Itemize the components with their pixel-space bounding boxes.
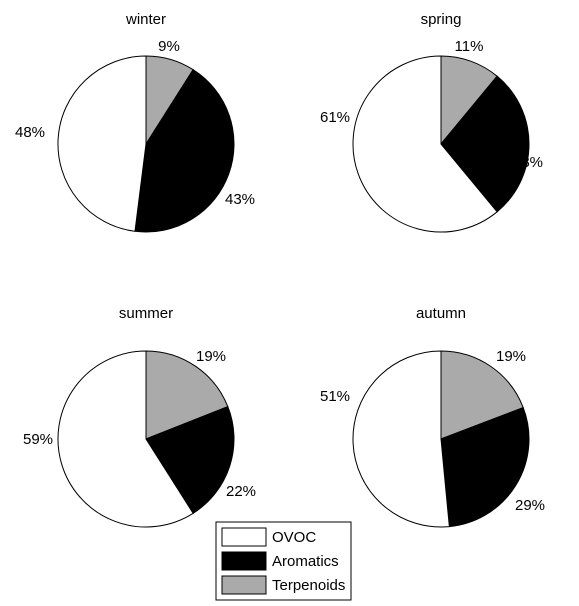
pie-label-autumn-terpenoids: 19% [496, 348, 526, 365]
legend: OVOC Aromatics Terpenoids [215, 521, 352, 601]
pie-label-spring-aromatics: 28% [513, 154, 543, 171]
pie-winter: winter 9% 43% 48% [15, 11, 255, 233]
pie-slice-autumn-ovoc [352, 350, 450, 528]
pie-slice-spring-ovoc [352, 55, 498, 233]
pie-slice-winter-ovoc [57, 55, 147, 232]
legend-swatch-ovoc [221, 527, 267, 547]
pie-slice-summer-terpenoids [145, 350, 229, 440]
pie-label-autumn-aromatics: 29% [515, 497, 545, 514]
pie-title-autumn: autumn [416, 305, 466, 322]
legend-swatch-terpenoids [221, 575, 267, 595]
pie-label-spring-terpenoids: 11% [455, 38, 484, 55]
pie-label-summer-aromatics: 22% [226, 483, 256, 500]
pie-label-winter-ovoc: 48% [15, 124, 45, 141]
pie-spring: spring 11% 28% 61% [320, 11, 543, 233]
legend-label-aromatics: Aromatics [272, 553, 339, 570]
legend-label-terpenoids: Terpenoids [272, 577, 345, 594]
pie-title-winter: winter [125, 11, 166, 28]
pie-slice-autumn-aromatics [440, 406, 530, 528]
pie-summer: summer 19% 22% 59% [23, 305, 256, 528]
pie-label-summer-ovoc: 59% [23, 431, 53, 448]
pie-slice-autumn-terpenoids [440, 350, 524, 440]
pie-slice-summer-ovoc [57, 350, 194, 528]
pie-title-summer: summer [119, 305, 173, 322]
pie-label-winter-aromatics: 43% [225, 191, 255, 208]
pie-label-spring-ovoc: 61% [320, 109, 350, 126]
pie-slice-summer-aromatics [145, 405, 235, 514]
pie-autumn: autumn 19% 29% 51% [320, 305, 545, 528]
pie-label-winter-terpenoids: 9% [158, 38, 180, 55]
legend-label-ovoc: OVOC [272, 529, 316, 546]
pie-label-summer-terpenoids: 19% [196, 348, 226, 365]
pie-slice-winter-aromatics [134, 69, 235, 233]
pie-title-spring: spring [421, 11, 462, 28]
pie-slice-spring-aromatics [440, 75, 530, 213]
pie-label-autumn-ovoc: 51% [320, 388, 350, 405]
legend-swatch-aromatics [221, 551, 267, 571]
